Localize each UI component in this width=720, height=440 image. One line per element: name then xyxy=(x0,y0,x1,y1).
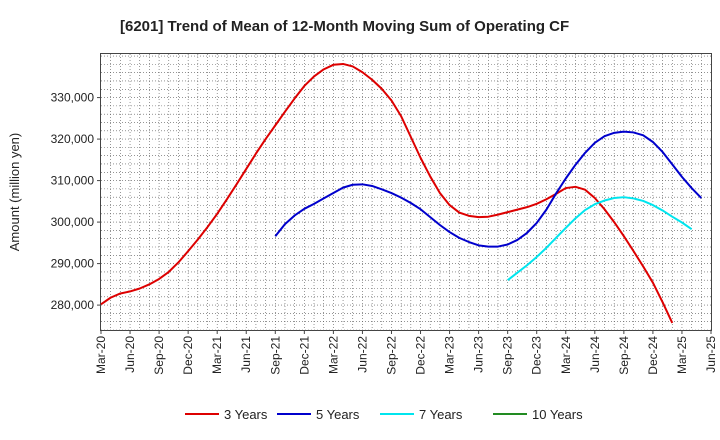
y-tick-label: 300,000 xyxy=(51,215,95,229)
x-tick-label: Sep-22 xyxy=(384,336,398,375)
x-tick-label: Dec-23 xyxy=(530,336,544,375)
x-tick-label: Sep-20 xyxy=(152,336,166,375)
x-tick-label: Sep-24 xyxy=(617,336,631,375)
legend: 3 Years 5 Years 7 Years 10 Years xyxy=(185,407,583,422)
x-tick-label: Jun-24 xyxy=(588,336,602,373)
chart-title: [6201] Trend of Mean of 12-Month Moving … xyxy=(120,18,569,35)
x-tick-label: Mar-25 xyxy=(675,336,689,374)
x-tick-label: Sep-23 xyxy=(501,336,515,375)
series-line-7-years xyxy=(507,196,693,281)
x-tick-label: Mar-22 xyxy=(326,336,340,374)
x-tick-label: Mar-20 xyxy=(94,336,108,374)
legend-label: 10 Years xyxy=(532,407,583,422)
x-tick-label: Dec-24 xyxy=(646,336,660,375)
x-tick-label: Mar-23 xyxy=(443,336,457,374)
x-tick-label: Jun-22 xyxy=(355,336,369,373)
y-axis-label: Amount (million yen) xyxy=(7,133,22,252)
x-tick-label: Jun-20 xyxy=(123,336,137,373)
plot-area xyxy=(100,53,712,331)
y-tick-label: 330,000 xyxy=(51,91,95,105)
legend-label: 5 Years xyxy=(316,407,360,422)
grid xyxy=(101,54,711,331)
x-tick-label: Sep-21 xyxy=(268,336,282,375)
x-tick-label: Jun-21 xyxy=(239,336,253,373)
x-tick-label: Mar-24 xyxy=(559,336,573,374)
legend-label: 3 Years xyxy=(224,407,268,422)
x-axis: Mar-20 Jun-20 Sep-20 Dec-20 Mar-21 Jun-21 Sep-… xyxy=(94,330,718,375)
y-tick-label: 280,000 xyxy=(51,298,95,312)
x-tick-label: Jun-23 xyxy=(472,336,486,373)
x-tick-label: Jun-25 xyxy=(704,336,718,373)
x-tick-label: Dec-21 xyxy=(297,336,311,375)
series-line-5-years xyxy=(274,130,703,248)
y-tick-label: 290,000 xyxy=(51,257,95,271)
legend-label: 7 Years xyxy=(419,407,463,422)
y-tick-label: 310,000 xyxy=(51,174,95,188)
y-tick-label: 320,000 xyxy=(51,132,95,146)
y-axis: 280,000 290,000 300,000 310,000 320,000 330,0… xyxy=(51,91,101,312)
x-tick-label: Dec-22 xyxy=(414,336,428,375)
series-line-3-years xyxy=(100,62,674,324)
x-tick-label: Mar-21 xyxy=(210,336,224,374)
series-group xyxy=(100,62,703,324)
x-tick-label: Dec-20 xyxy=(181,336,195,375)
